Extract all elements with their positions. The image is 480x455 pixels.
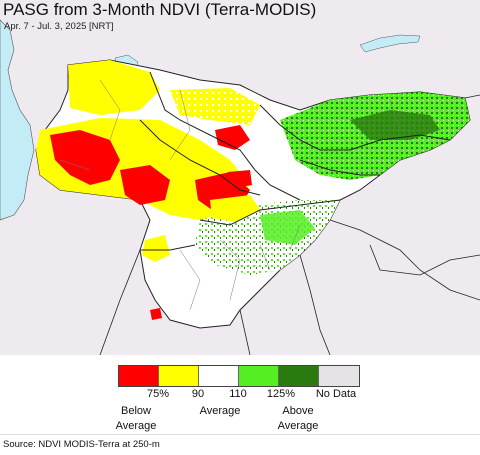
caspian-sea xyxy=(0,19,35,221)
legend-tick-110: 110 xyxy=(229,388,247,400)
legend-tick-no-data: No Data xyxy=(315,388,357,400)
legend xyxy=(118,365,360,387)
legend-tick-75: 75% xyxy=(146,388,170,400)
south-light-green xyxy=(260,210,315,245)
map-date-range: Apr. 7 - Jul. 3, 2025 [NRT] xyxy=(4,21,114,32)
footer-divider xyxy=(0,434,480,435)
southwest-red-dot xyxy=(150,308,162,320)
legend-tick-125: 125% xyxy=(266,388,296,400)
province-borders xyxy=(59,79,401,311)
legend-swatch-above-125 xyxy=(279,366,319,386)
legend-swatch-75-90 xyxy=(159,366,199,386)
legend-swatch-no-data xyxy=(319,366,359,386)
legend-swatch-110-125 xyxy=(239,366,279,386)
north-yellow-zone xyxy=(68,60,160,115)
legend-swatch-90-110 xyxy=(199,366,239,386)
central-red-3 xyxy=(228,170,252,188)
west-red-core-1 xyxy=(50,130,120,185)
legend-label-average: Average xyxy=(199,405,241,417)
outer-borders xyxy=(99,94,480,355)
legend-label-above-average: Above Average xyxy=(277,405,319,432)
west-red-core-2 xyxy=(120,165,170,205)
legend-tick-90: 90 xyxy=(191,388,205,400)
map-title: PASG from 3-Month NDVI (Terra-MODIS) xyxy=(3,0,317,19)
central-red-2 xyxy=(215,125,250,150)
legend-label-below-average: Below Average xyxy=(115,405,157,432)
ndvi-map xyxy=(0,0,480,355)
southwest-yellow xyxy=(142,235,170,262)
legend-swatch-below-75 xyxy=(119,366,159,386)
east-dark-green xyxy=(350,110,440,140)
data-source: Source: NDVI MODIS-Terra at 250-m xyxy=(3,439,160,450)
lake-balkhash xyxy=(359,34,421,53)
country-borders xyxy=(139,71,451,251)
north-yellow-zone-2 xyxy=(170,88,260,125)
south-yellow-patch xyxy=(210,195,260,222)
